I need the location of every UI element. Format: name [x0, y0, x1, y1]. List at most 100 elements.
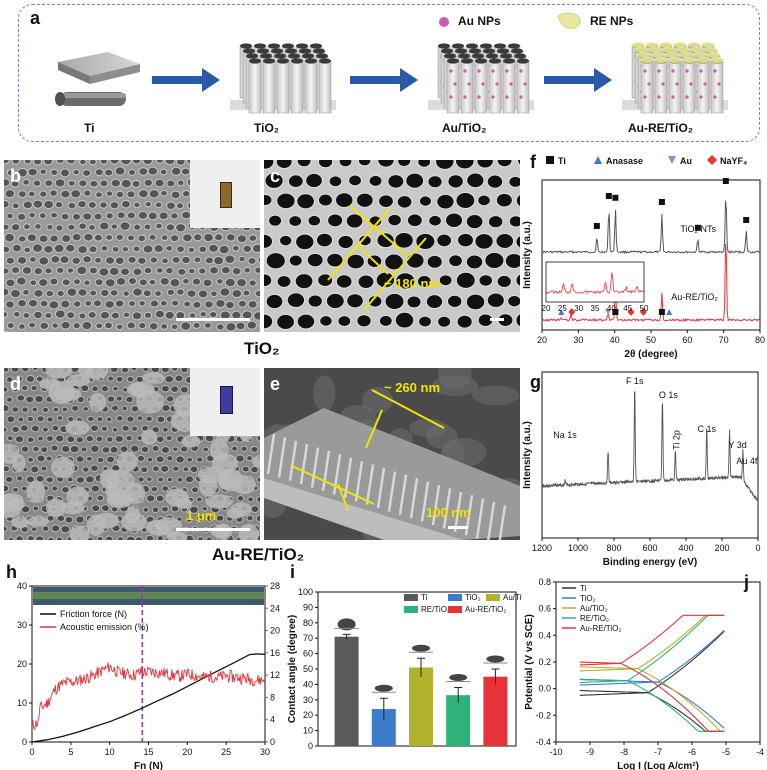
inset-frame-f	[545, 261, 645, 303]
bar-2	[409, 667, 433, 746]
y-tick-label-right-h-4: 16	[270, 648, 280, 658]
y-tick-label-left-h-0: 0	[22, 737, 27, 747]
bar-4	[483, 676, 508, 746]
x-tick-label-g-3: 600	[642, 543, 657, 553]
x-tick-label-h-3: 15	[143, 747, 153, 757]
droplet-icon-1	[374, 684, 393, 692]
y-tick-label-left-h-2: 20	[17, 659, 27, 669]
peak-marker-bottom-f-5	[639, 308, 647, 316]
legend-marker-f-2	[668, 156, 676, 164]
legend-marker-f-0	[546, 156, 554, 164]
y-tick-label-i-10: 100	[298, 587, 313, 597]
stage-label-au-tio2: Au/TiO₂	[442, 121, 487, 135]
scratch-track-band	[33, 592, 264, 599]
scale-label-e: 100 nm	[426, 505, 471, 520]
size-label-e: ~ 260 nm	[384, 380, 441, 395]
cathodic-branch-4	[579, 661, 725, 732]
y-tick-label-left-h-3: 30	[17, 620, 27, 630]
legend-label-f-3: NaYF₄	[720, 156, 747, 166]
legend-swatch-i-1	[448, 594, 462, 601]
process-arrow-2	[350, 68, 418, 92]
y-tick-label-j-3: 0.2	[538, 657, 551, 667]
inset-photo-d	[190, 368, 260, 436]
tio2-array-icon	[230, 43, 336, 114]
peak-marker-top-f-5	[722, 178, 729, 184]
x-tick-label-f-5: 70	[719, 335, 729, 345]
legend-label-f-2: Au	[680, 156, 692, 166]
caption-tio2: TiO₂	[244, 339, 280, 358]
x-axis-title-h: Fn (N)	[134, 761, 163, 770]
anodic-branch-3	[579, 614, 725, 684]
sem-image-e	[264, 368, 520, 540]
chart-i-contact-angle: 0 10 20 30 40 50 60 70 80 90 100 Contact angle (deg…	[287, 587, 522, 751]
legend-au-label: Au NPs	[458, 14, 501, 28]
x-tick-label-j-2: -8	[620, 747, 628, 757]
scale-bar-e	[448, 526, 468, 529]
x-tick-label-h-0: 0	[29, 747, 34, 757]
panel-label-b: b	[10, 166, 21, 186]
y-tick-label-right-h-3: 12	[270, 670, 280, 680]
plot-frame-g	[541, 371, 759, 539]
y-tick-label-right-h-1: 4	[270, 715, 275, 725]
panel-label-e: e	[270, 374, 281, 394]
x-tick-label-g-0: 1200	[532, 543, 552, 553]
cathodic-branch-3	[579, 678, 725, 732]
bar-0	[334, 636, 359, 746]
x-axis-title-f: 2θ (degree)	[624, 349, 677, 360]
x-tick-label-g-1: 1000	[568, 543, 588, 553]
process-arrow-1	[152, 68, 220, 92]
x-tick-label-g-5: 200	[714, 543, 729, 553]
bar-3	[446, 695, 471, 746]
series-label-f-1: Au-RE/TiO₂	[671, 292, 718, 302]
x-tick-label-h-1: 5	[68, 747, 73, 757]
peak-marker-top-f-4	[694, 224, 701, 231]
peak-label-g-3: Ti 2p	[671, 430, 681, 450]
size-label-c: ~ 180 nm	[384, 276, 441, 291]
y-tick-label-right-h-6: 24	[270, 603, 280, 613]
x-tick-label-f-6: 80	[755, 335, 765, 345]
peak-marker-top-f-3	[658, 199, 665, 205]
legend-label-j-3: RE/TiO₂	[580, 614, 609, 623]
y-tick-label-i-7: 70	[303, 633, 313, 643]
y-tick-label-i-6: 60	[303, 649, 313, 659]
inset-photo-b	[190, 160, 260, 228]
inset-tick-label-f-2: 30	[574, 304, 583, 313]
y-axis-title-i: Contact angle (degree)	[287, 615, 298, 723]
y-tick-label-j-1: -0.2	[535, 710, 551, 720]
peak-label-g-1: F 1s	[626, 376, 644, 386]
peak-label-g-2: O 1s	[659, 390, 679, 400]
legend-swatch-i-3	[404, 606, 418, 613]
cathodic-branch-2	[579, 666, 725, 732]
y-tick-label-i-5: 50	[303, 664, 313, 674]
anodic-branch-2	[579, 614, 725, 672]
x-tick-label-h-4: 20	[182, 747, 192, 757]
peak-marker-top-f-0	[593, 223, 600, 229]
peak-marker-bottom-f-6	[658, 309, 665, 315]
y-tick-label-right-h-2: 8	[270, 692, 275, 702]
peak-marker-top-f-1	[605, 193, 612, 199]
legend-label-i-0: Ti	[421, 593, 428, 602]
x-tick-label-f-1: 30	[573, 335, 583, 345]
legend-label-acoustic: Acoustic emission (%)	[60, 622, 149, 632]
y-tick-label-i-1: 10	[303, 726, 313, 736]
y-tick-label-i-0: 0	[308, 741, 313, 751]
droplet-icon-2	[412, 644, 430, 652]
x-tick-label-f-0: 20	[537, 335, 547, 345]
schematic-frame	[18, 4, 760, 142]
y-tick-label-i-8: 80	[303, 618, 313, 628]
peak-label-g-4: C 1s	[697, 424, 716, 434]
legend-marker-f-1	[594, 156, 602, 164]
inset-tick-label-f-4: 40	[607, 304, 616, 313]
scale-label-d: 1 μm	[186, 508, 217, 523]
y-tick-label-j-4: 0.4	[538, 630, 551, 640]
y-tick-label-right-h-5: 20	[270, 626, 280, 636]
sem-image-d	[4, 368, 260, 540]
stage-label-ti: Ti	[84, 121, 95, 135]
x-tick-label-j-0: -10	[549, 747, 562, 757]
y-tick-label-right-h-0: 0	[270, 737, 275, 747]
legend-marker-f-3	[707, 155, 717, 165]
au-re-tio2-array-icon	[622, 42, 728, 114]
x-tick-label-h-5: 25	[221, 747, 231, 757]
ti-rod-icon	[55, 92, 126, 106]
